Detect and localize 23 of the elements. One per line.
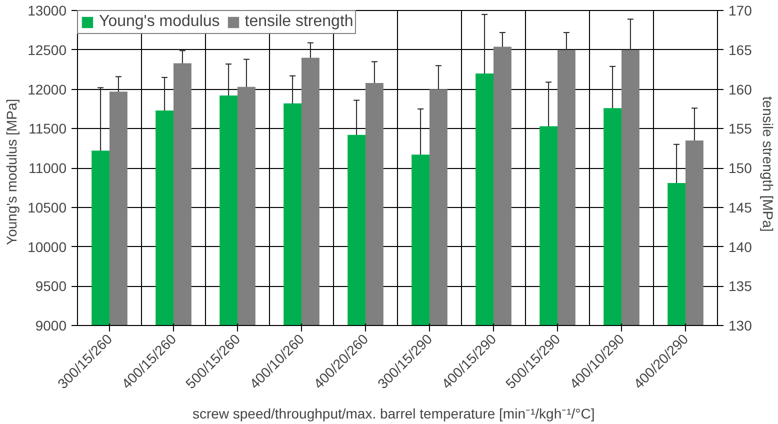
y2-tick-label: 140 <box>728 238 752 255</box>
y2-axis-title: tensile strength [MPa] <box>760 96 776 232</box>
y-tick-label: 9500 <box>35 278 67 294</box>
y2-tick-label: 155 <box>728 120 752 137</box>
y-tick-label: 12500 <box>28 42 67 58</box>
y-tick-label: 11500 <box>28 120 67 137</box>
y2-tick-label: 135 <box>728 278 752 294</box>
legend-label: Young's modulus <box>99 13 220 31</box>
y-tick-label: 13000 <box>28 2 67 18</box>
y-tick-label: 11000 <box>28 160 67 176</box>
y-tick-label: 9000 <box>35 318 67 334</box>
y2-tick-label: 130 <box>728 318 752 334</box>
y2-tick-label: 160 <box>728 81 752 98</box>
x-axis-title: screw speed/throughput/max. barrel temperature [min⁻¹/kgh⁻¹/°C] <box>192 405 595 422</box>
y2-tick-label: 165 <box>728 42 752 58</box>
y2-tick-label: 145 <box>728 199 752 216</box>
y2-tick-label: 150 <box>728 160 752 176</box>
y-tick-label: 12000 <box>28 81 67 98</box>
y-tick-label: 10000 <box>28 238 67 255</box>
legend-label: tensile strength <box>244 13 354 31</box>
y2-tick-label: 170 <box>728 2 752 18</box>
y-tick-label: 10500 <box>28 199 67 216</box>
y-axis-title: Young's modulus [MPa] <box>4 98 20 245</box>
